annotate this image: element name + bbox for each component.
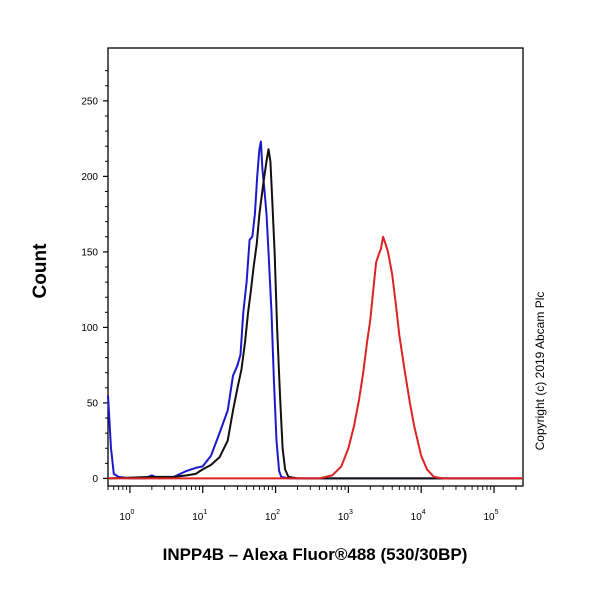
series-line-1 <box>107 140 523 480</box>
y-tick-label: 200 <box>81 172 98 183</box>
y-tick-label: 100 <box>81 323 98 334</box>
x-tick-label: 103 <box>338 509 353 523</box>
copyright-annotation: Copyright (c) 2019 Abcam Plc <box>533 292 547 451</box>
y-tick-label: 0 <box>92 474 98 485</box>
y-axis-title: Count <box>30 243 51 299</box>
x-tick-label: 105 <box>484 509 499 523</box>
x-tick-label: 104 <box>411 509 426 523</box>
plot-frame <box>107 47 524 487</box>
y-axis: 0 50 100 150 200 250 <box>81 70 108 485</box>
x-axis-title: INPP4B – Alexa Fluor®488 (530/30BP) <box>163 545 468 564</box>
y-tick-label: 150 <box>81 247 98 258</box>
x-tick-label: 100 <box>119 509 134 523</box>
y-tick-label: 250 <box>81 96 98 107</box>
series-layer <box>107 140 523 480</box>
y-tick-label: 50 <box>87 398 99 409</box>
series-line-3 <box>108 235 523 480</box>
x-tick-label: 101 <box>192 509 207 523</box>
series-line-2 <box>107 148 523 480</box>
x-axis: 100 101 102 103 104 105 <box>107 486 517 523</box>
x-tick-label: 102 <box>265 509 280 523</box>
